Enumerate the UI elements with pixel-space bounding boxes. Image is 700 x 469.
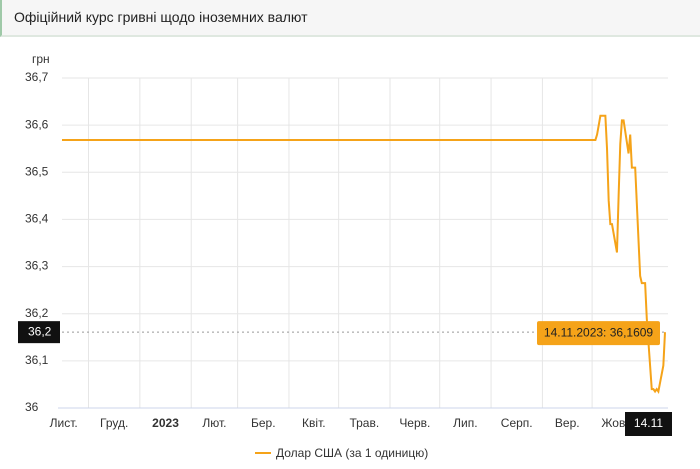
x-tick-label: Черв. bbox=[399, 416, 430, 430]
crosshair-x-label: 14.11 bbox=[634, 416, 663, 430]
tooltip-box bbox=[537, 321, 660, 346]
y-tick-label: 36,2 bbox=[25, 306, 49, 320]
series-line bbox=[62, 114, 666, 395]
x-tick-label: Бер. bbox=[251, 416, 276, 430]
x-tick-label: 2023 bbox=[152, 416, 179, 430]
crosshair-y-label: 36,2 bbox=[28, 324, 52, 338]
x-tick-label: Вер. bbox=[555, 416, 580, 430]
legend-label: Долар США (за 1 одиницю) bbox=[276, 446, 428, 460]
y-tick-label: 36,3 bbox=[25, 259, 49, 273]
chart: грн 36 36,1 36,2 36,3 36,4 36,5 36,6 36,7 Лист. Г… bbox=[18, 52, 672, 460]
y-tick-label: 36,7 bbox=[25, 70, 49, 84]
y-tick-label: 36,6 bbox=[25, 117, 49, 131]
y-axis-label: грн bbox=[32, 52, 50, 66]
x-tick-label: Жовт. bbox=[601, 416, 632, 430]
x-tick-label: Квіт. bbox=[302, 416, 326, 430]
x-tick-label: Груд. bbox=[100, 416, 128, 430]
x-tick-label: Серп. bbox=[501, 416, 533, 430]
x-tick-label: Трав. bbox=[349, 416, 379, 430]
header: Офіційний курс гривні щодо іноземних вал… bbox=[0, 0, 700, 37]
y-tick-label: 36,5 bbox=[25, 164, 49, 178]
x-tick-label: Лют. bbox=[202, 416, 226, 430]
tooltip-text: 14.11.2023: 36,1609 bbox=[544, 325, 654, 339]
x-tick-label: Лист. bbox=[50, 416, 78, 430]
x-tick-label: Лип. bbox=[453, 416, 477, 430]
crosshair-x-box bbox=[625, 412, 672, 436]
y-tick-label: 36,1 bbox=[25, 353, 49, 367]
y-tick-label: 36 bbox=[25, 400, 39, 414]
y-tick-label: 36,4 bbox=[25, 212, 49, 226]
crosshair-y-box bbox=[18, 321, 60, 344]
